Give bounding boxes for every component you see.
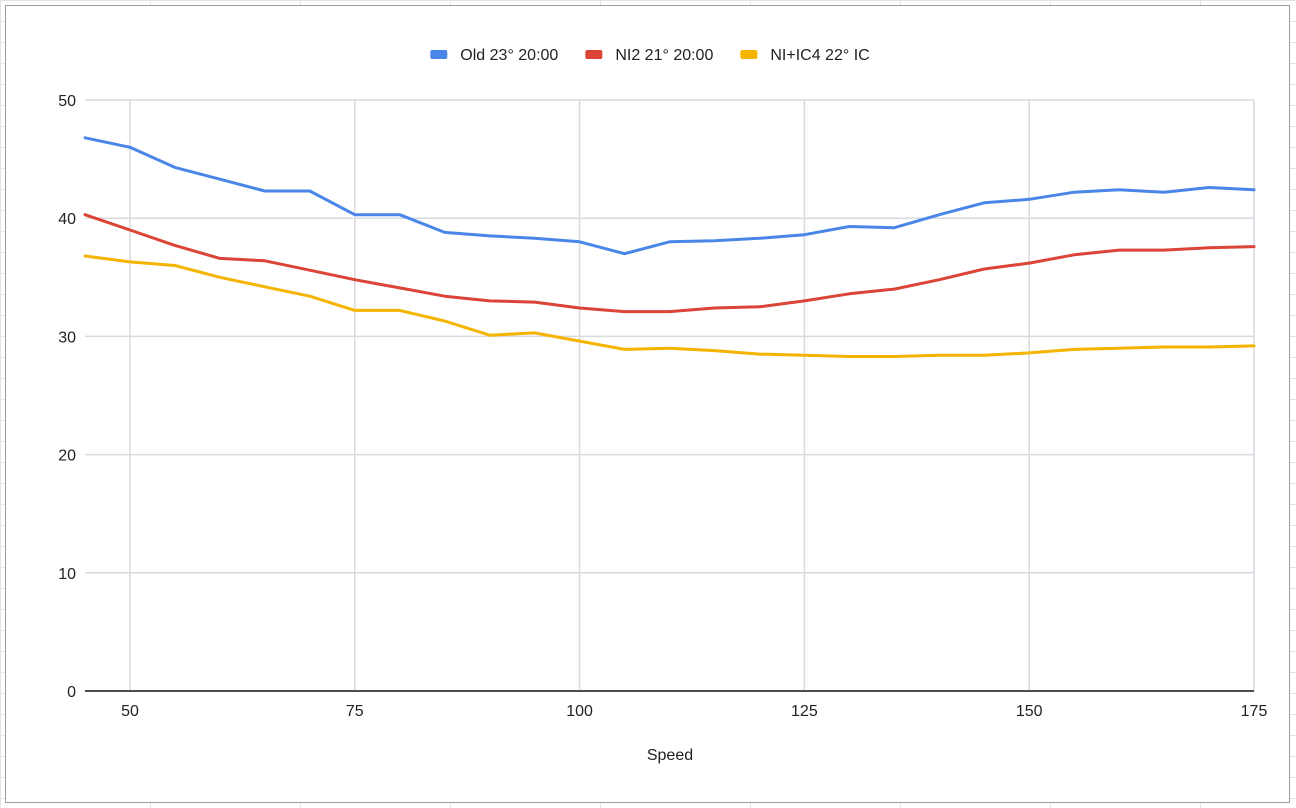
- x-tick-label: 150: [1016, 703, 1043, 720]
- x-tick-label: 175: [1241, 703, 1268, 720]
- legend-label: NI+IC4 22° IC: [770, 47, 869, 64]
- y-tick-label: 30: [58, 329, 76, 346]
- gridlines: [85, 99, 1255, 691]
- y-tick-label: 10: [58, 566, 76, 583]
- legend-item-2[interactable]: NI2 21° 20:00: [585, 47, 713, 64]
- x-tick-label: 50: [121, 703, 139, 720]
- x-tick-label: 100: [566, 703, 593, 720]
- y-tick-label: 20: [58, 448, 76, 465]
- y-tick-label: 0: [67, 684, 76, 701]
- legend-swatch: [740, 50, 758, 59]
- x-tick-label: 75: [346, 703, 364, 720]
- y-tick-label: 50: [58, 93, 76, 110]
- y-axis: 0 10 20 30 40 50: [58, 93, 76, 701]
- x-tick-label: 125: [791, 703, 818, 720]
- chart-frame[interactable]: [5, 5, 1290, 803]
- x-axis-title: Speed: [647, 747, 693, 764]
- series-lines: [83, 136, 1256, 358]
- legend-item-1[interactable]: Old 23° 20:00: [430, 47, 558, 64]
- series-line-1[interactable]: [83, 136, 1256, 256]
- y-tick-label: 40: [58, 211, 76, 228]
- legend-label: NI2 21° 20:00: [615, 47, 713, 64]
- series-line-2[interactable]: [83, 213, 1256, 314]
- legend-label: Old 23° 20:00: [460, 47, 558, 64]
- legend-swatch: [585, 50, 603, 59]
- legend-item-3[interactable]: NI+IC4 22° IC: [740, 47, 870, 64]
- legend: Old 23° 20:00 NI2 21° 20:00 NI+IC4 22° IC: [430, 47, 870, 64]
- legend-swatch: [430, 50, 448, 59]
- x-axis: 50 75 100 125 150 175: [85, 690, 1268, 720]
- series-line-3[interactable]: [83, 254, 1256, 358]
